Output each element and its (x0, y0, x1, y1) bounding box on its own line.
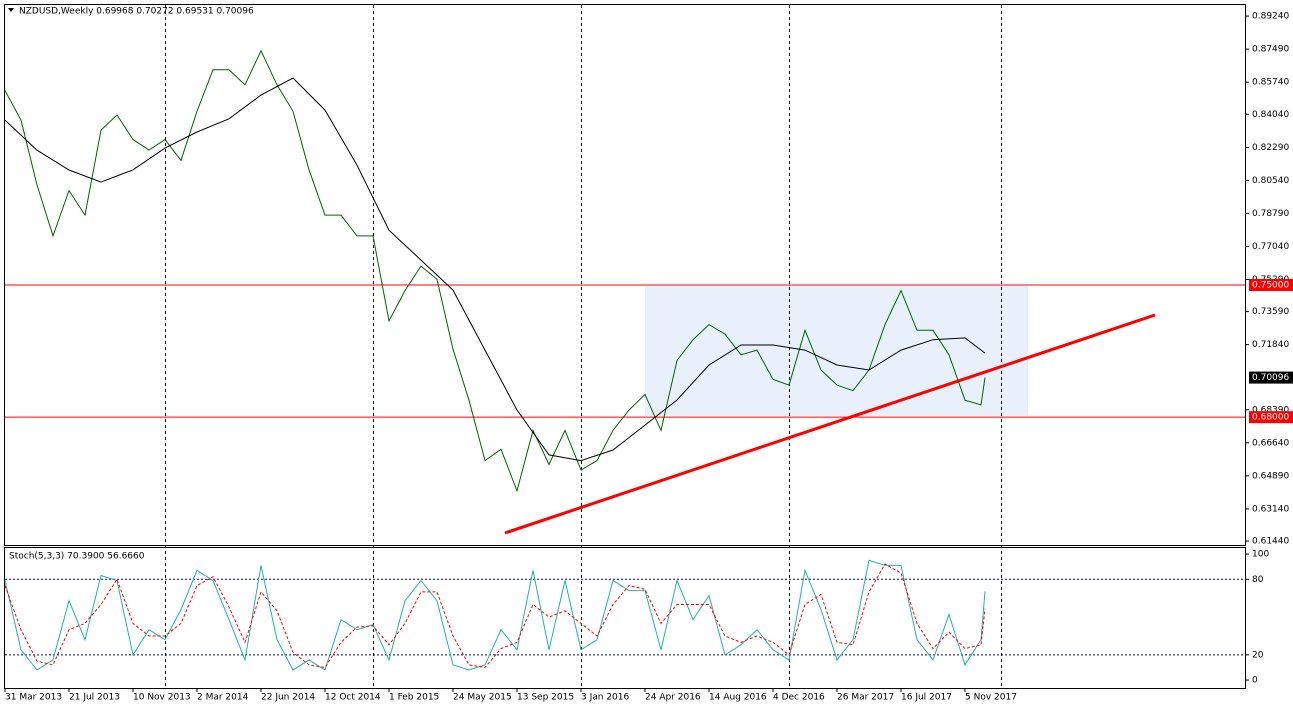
x-tick-label: 3 Jan 2016 (581, 693, 629, 703)
range-box (645, 286, 1028, 416)
x-tick-label: 5 Nov 2017 (965, 693, 1017, 703)
x-tick-label: 22 Jun 2014 (261, 693, 315, 703)
series-line (4, 77, 986, 462)
y-tick-label: 0.61440 (1252, 537, 1289, 547)
series-line (4, 559, 986, 671)
x-tick-label: 21 Jul 2013 (69, 693, 120, 703)
x-tick-label: 1 Feb 2015 (389, 693, 439, 703)
y-tick-label: 100 (1252, 550, 1269, 560)
y-tick-label: 0.89240 (1252, 12, 1289, 22)
series-line (4, 49, 986, 493)
chart-title: NZDUSD,Weekly 0.69968 0.70272 0.69531 0.… (19, 7, 254, 17)
x-tick-label: 24 May 2015 (453, 693, 512, 703)
y-tick-label: 0.63140 (1252, 504, 1289, 514)
y-tick-label: 0.71840 (1252, 340, 1289, 350)
x-tick-label: 13 Sep 2015 (517, 693, 574, 703)
y-tick-label: 0.66640 (1252, 438, 1289, 448)
y-tick-label: 20 (1252, 650, 1264, 660)
y-tick-label: 0.85740 (1252, 78, 1289, 88)
indicator-title: Stoch(5,3,3) 70.3900 56.6660 (9, 552, 145, 562)
level-tag (1249, 278, 1293, 291)
y-tick-label: 0.80540 (1252, 176, 1289, 186)
last-price-label: 0.70096 (1252, 373, 1289, 383)
x-tick-label: 4 Dec 2016 (773, 693, 825, 703)
y-tick-label: 0.73590 (1252, 307, 1289, 317)
level-label: 0.75000 (1252, 280, 1289, 290)
stoch-panel (4, 547, 1246, 689)
y-tick-label: 0.82290 (1252, 143, 1289, 153)
x-tick-label: 26 Mar 2017 (837, 693, 894, 703)
y-tick-label: 80 (1252, 575, 1264, 585)
y-tick-label: 0 (1252, 676, 1258, 686)
y-tick-label: 0.87490 (1252, 45, 1289, 55)
x-tick-label: 2 Mar 2014 (197, 693, 249, 703)
y-tick-label: 0.84040 (1252, 110, 1289, 120)
price-panel (4, 4, 1246, 546)
y-tick-label: 0.78790 (1252, 209, 1289, 219)
x-tick-label: 16 Jul 2017 (901, 693, 952, 703)
x-tick-label: 24 Apr 2016 (645, 693, 701, 703)
x-tick-label: 10 Nov 2013 (133, 693, 191, 703)
menu-arrow[interactable] (8, 8, 14, 12)
x-tick-label: 14 Aug 2016 (709, 693, 767, 703)
trend-line (504, 313, 1156, 535)
level-tag (1249, 411, 1293, 424)
last-price-tag (1249, 371, 1293, 384)
y-tick-label: 0.64890 (1252, 471, 1289, 481)
y-tick-label: 0.77040 (1252, 242, 1289, 252)
x-tick-label: 31 Mar 2013 (5, 693, 62, 703)
x-tick-label: 12 Oct 2014 (325, 693, 381, 703)
level-label: 0.68000 (1252, 413, 1289, 423)
series-line (4, 563, 986, 669)
y-tick-label: 0.68390 (1252, 405, 1289, 415)
